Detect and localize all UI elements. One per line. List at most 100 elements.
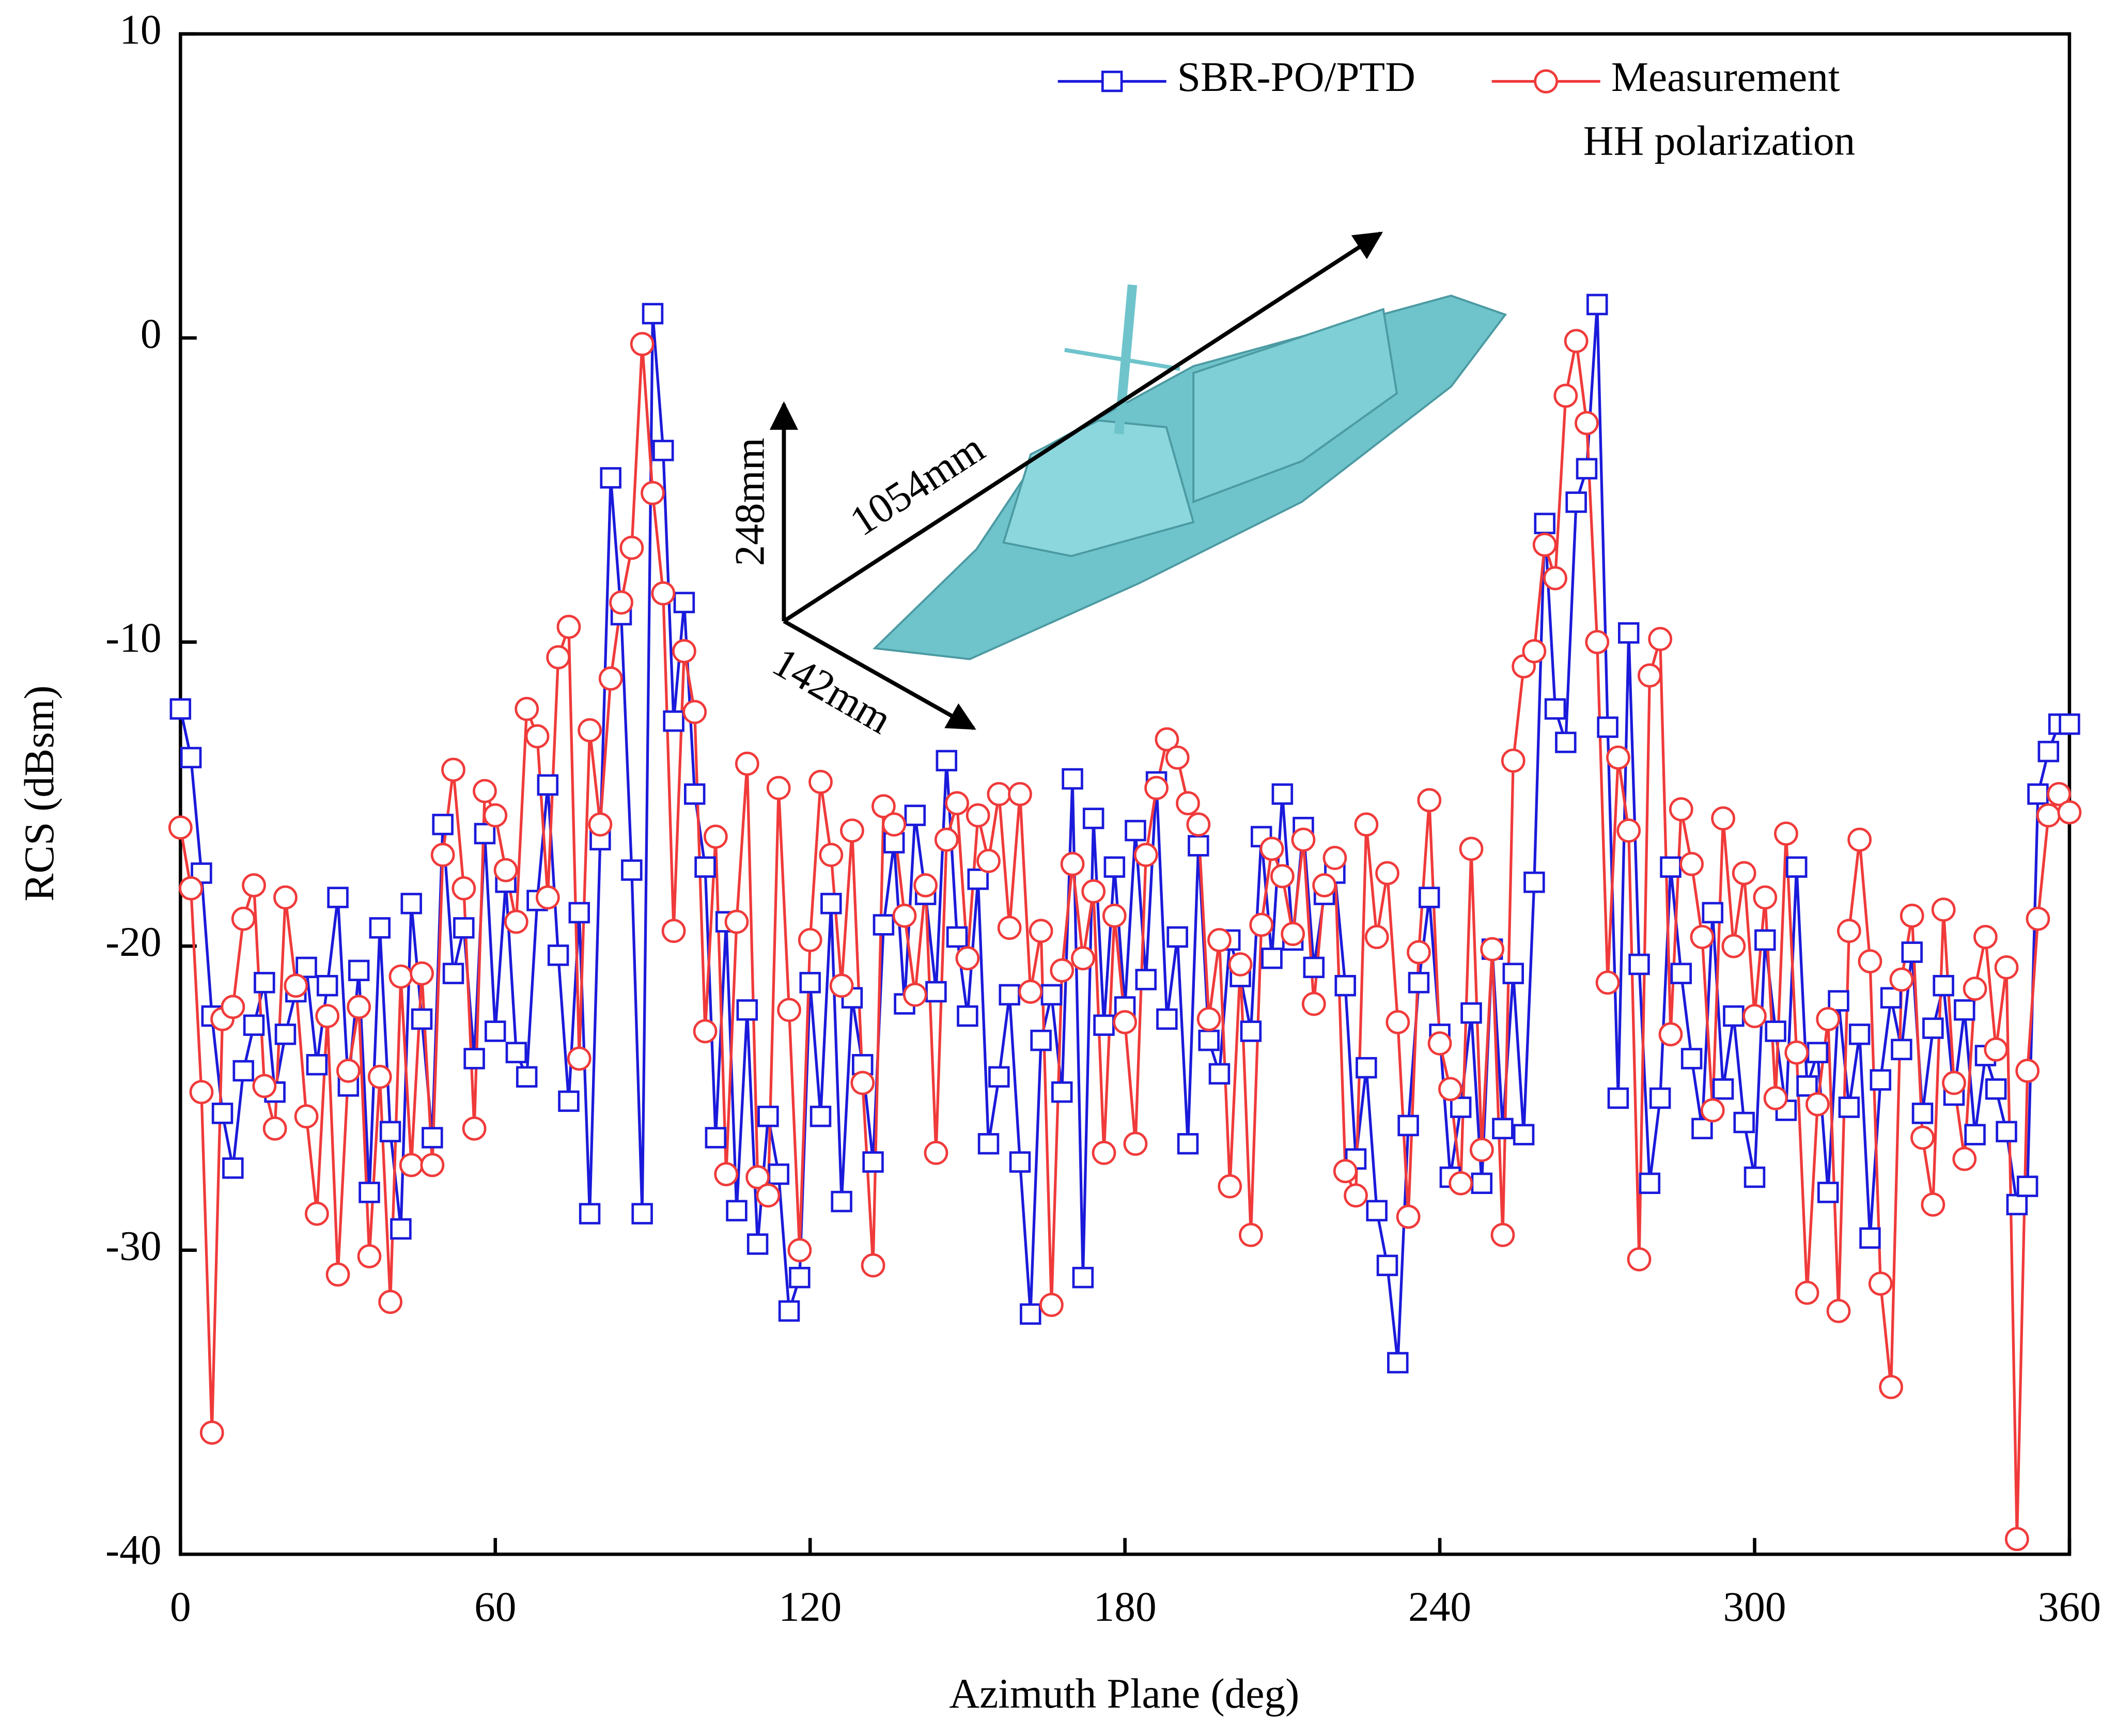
data-point xyxy=(1301,991,1326,1016)
data-point xyxy=(1356,1057,1377,1079)
data-point xyxy=(1270,864,1295,889)
data-point xyxy=(1040,984,1063,1006)
data-point xyxy=(305,1201,329,1226)
data-point xyxy=(1900,903,1924,928)
data-point xyxy=(1176,791,1200,815)
data-point xyxy=(369,917,391,939)
data-point xyxy=(284,973,308,998)
data-point xyxy=(2059,713,2080,735)
data-point xyxy=(568,902,590,924)
data-point xyxy=(1597,716,1618,738)
data-point xyxy=(787,1238,812,1263)
data-point xyxy=(1156,1008,1178,1030)
data-point xyxy=(757,1106,779,1127)
data-point xyxy=(453,917,475,939)
data-point xyxy=(936,750,958,771)
data-point xyxy=(1020,1303,1041,1325)
ship-yard xyxy=(1064,348,1180,371)
data-point xyxy=(1155,727,1179,752)
data-point xyxy=(1364,925,1389,949)
data-point xyxy=(1502,963,1524,984)
data-point xyxy=(1700,1098,1725,1123)
data-point xyxy=(1354,812,1379,837)
data-point xyxy=(1859,1227,1881,1249)
data-point xyxy=(1249,912,1274,937)
width-label: 142mm xyxy=(765,638,900,743)
data-point xyxy=(682,700,707,724)
data-point xyxy=(1984,1037,2009,1062)
data-point xyxy=(294,1104,319,1129)
data-point xyxy=(1271,783,1294,805)
data-point xyxy=(442,963,464,984)
data-point xyxy=(829,973,854,998)
data-point xyxy=(663,710,684,732)
data-point xyxy=(579,1203,601,1225)
data-point xyxy=(1553,383,1578,408)
data-point xyxy=(1062,768,1083,790)
data-point xyxy=(819,843,844,867)
data-point xyxy=(1344,1183,1368,1208)
data-point xyxy=(179,876,203,901)
data-point xyxy=(703,824,728,849)
data-point xyxy=(1081,879,1106,904)
data-point xyxy=(1555,732,1577,753)
data-point xyxy=(2047,782,2071,807)
data-point xyxy=(547,944,569,966)
data-point xyxy=(997,916,1022,940)
data-point xyxy=(1177,1133,1199,1155)
data-point xyxy=(1891,1038,1912,1061)
data-point xyxy=(420,1153,445,1177)
data-point xyxy=(745,1165,770,1189)
data-point xyxy=(1744,1166,1766,1188)
data-point xyxy=(462,1116,487,1141)
data-point xyxy=(1805,1092,1830,1117)
data-point xyxy=(1198,1029,1220,1051)
data-point xyxy=(199,1420,224,1445)
polarization-label: HH polarization xyxy=(1583,117,1855,164)
data-point xyxy=(1334,974,1356,997)
data-point xyxy=(1259,836,1284,861)
data-point xyxy=(1838,1096,1860,1118)
data-point xyxy=(683,783,706,805)
data-point xyxy=(945,791,969,815)
data-point xyxy=(1490,1222,1515,1247)
data-point xyxy=(1994,955,2019,980)
data-point xyxy=(2006,1194,2028,1216)
data-point xyxy=(1836,919,1861,943)
x-tick-label: 300 xyxy=(1723,1583,1786,1630)
data-point xyxy=(1050,958,1075,983)
data-point xyxy=(955,946,980,971)
data-point xyxy=(598,666,623,691)
data-point xyxy=(169,698,192,720)
data-point xyxy=(232,1060,254,1082)
data-point xyxy=(672,639,696,663)
data-point xyxy=(483,803,508,828)
data-point xyxy=(1376,1254,1398,1276)
data-point xyxy=(756,1183,781,1208)
data-point xyxy=(1366,1200,1388,1221)
data-point xyxy=(1733,1111,1755,1134)
data-point xyxy=(189,1080,214,1105)
data-point xyxy=(641,481,665,505)
data-point xyxy=(1240,1020,1262,1042)
data-point xyxy=(1952,1146,1977,1171)
data-point xyxy=(735,751,759,776)
legend-label: Measurement xyxy=(1611,53,1840,100)
x-tick-label: 0 xyxy=(170,1583,191,1630)
data-point xyxy=(1102,903,1127,928)
data-point xyxy=(1438,1077,1462,1102)
data-point xyxy=(976,849,1001,873)
data-point xyxy=(987,782,1011,807)
data-point xyxy=(243,1014,265,1036)
data-point xyxy=(1008,782,1032,807)
legend-marker xyxy=(1534,69,1559,94)
data-point xyxy=(388,964,413,989)
data-point xyxy=(316,974,338,997)
data-point xyxy=(630,332,655,357)
data-point xyxy=(1208,1063,1231,1085)
data-point xyxy=(1637,663,1662,688)
data-point xyxy=(1375,861,1399,886)
data-point xyxy=(766,776,791,800)
data-point xyxy=(1469,1138,1494,1162)
data-point xyxy=(1459,836,1484,861)
